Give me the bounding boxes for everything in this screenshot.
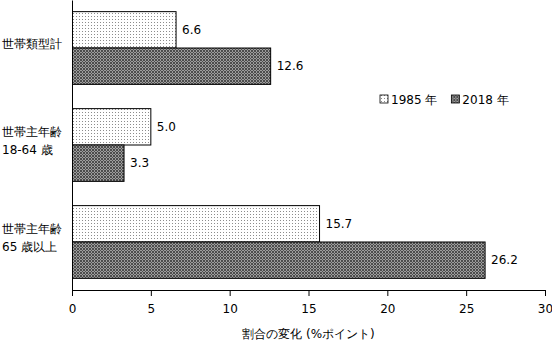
bar bbox=[72, 206, 320, 242]
tick-label: 5 bbox=[148, 302, 156, 316]
legend-swatch bbox=[451, 95, 459, 103]
tick-mark bbox=[72, 290, 73, 296]
bar bbox=[72, 242, 485, 278]
bar bbox=[72, 145, 124, 181]
tick-label: 15 bbox=[301, 302, 316, 316]
legend-item: 2018 年 bbox=[451, 93, 508, 107]
data-label: 3.3 bbox=[130, 156, 149, 170]
tick: 世帯主年齢18-64 歳 bbox=[2, 125, 72, 158]
tick-label: 25 bbox=[459, 302, 474, 316]
tick-mark bbox=[545, 290, 546, 296]
data-label: 12.6 bbox=[277, 59, 304, 73]
data-label: 15.7 bbox=[326, 217, 353, 231]
tick-label: 世帯類型計 bbox=[2, 37, 62, 51]
tick-label: 世帯主年齢65 歳以上 bbox=[2, 222, 62, 255]
legend-item: 1985 年 bbox=[380, 93, 437, 107]
tick-mark bbox=[309, 290, 310, 296]
tick: 25 bbox=[459, 290, 474, 316]
tick: 15 bbox=[301, 290, 316, 316]
bar bbox=[72, 48, 271, 84]
y-axis: 世帯類型計世帯主年齢18-64 歳世帯主年齢65 歳以上 bbox=[2, 1, 73, 291]
axis-title: 割合の変化 (%ポイント) bbox=[242, 327, 375, 341]
tick-mark bbox=[230, 290, 231, 296]
data-label: 26.2 bbox=[491, 253, 518, 267]
legend: 1985 年 2018 年 bbox=[380, 93, 509, 107]
tick: 世帯主年齢65 歳以上 bbox=[2, 222, 72, 255]
tick: 世帯類型計 bbox=[2, 37, 72, 51]
bars bbox=[72, 12, 485, 279]
tick: 5 bbox=[148, 290, 156, 316]
tick-label: 10 bbox=[223, 302, 238, 316]
tick: 30 bbox=[538, 290, 552, 316]
data-label: 6.6 bbox=[182, 23, 201, 37]
tick: 20 bbox=[380, 290, 395, 316]
tick-label: 世帯主年齢18-64 歳 bbox=[2, 125, 62, 158]
bar bbox=[72, 109, 151, 145]
tick-label: 20 bbox=[380, 302, 395, 316]
chart: 6.65.015.712.63.326.2051015202530世帯類型計世帯… bbox=[0, 0, 552, 346]
data-labels: 6.6 5.0 15.7 12.6 3.3 26.2 bbox=[130, 23, 518, 267]
x-axis: 0 5 10 15 20 25 30 bbox=[69, 290, 552, 316]
tick: 0 bbox=[69, 290, 77, 316]
tick-label: 0 bbox=[69, 302, 77, 316]
legend-label: 2018 年 bbox=[462, 93, 508, 107]
axis-line bbox=[72, 1, 73, 291]
tick-mark bbox=[387, 290, 388, 296]
data-label: 5.0 bbox=[157, 120, 176, 134]
legend-label: 1985 年 bbox=[391, 93, 437, 107]
tick: 10 bbox=[223, 290, 238, 316]
tick-mark bbox=[466, 290, 467, 296]
legend-swatch bbox=[380, 95, 388, 103]
tick-label: 30 bbox=[538, 302, 552, 316]
plot: 6.65.015.712.63.326.2051015202530世帯類型計世帯… bbox=[2, 1, 552, 316]
bar bbox=[72, 12, 176, 48]
tick-mark bbox=[151, 290, 152, 296]
